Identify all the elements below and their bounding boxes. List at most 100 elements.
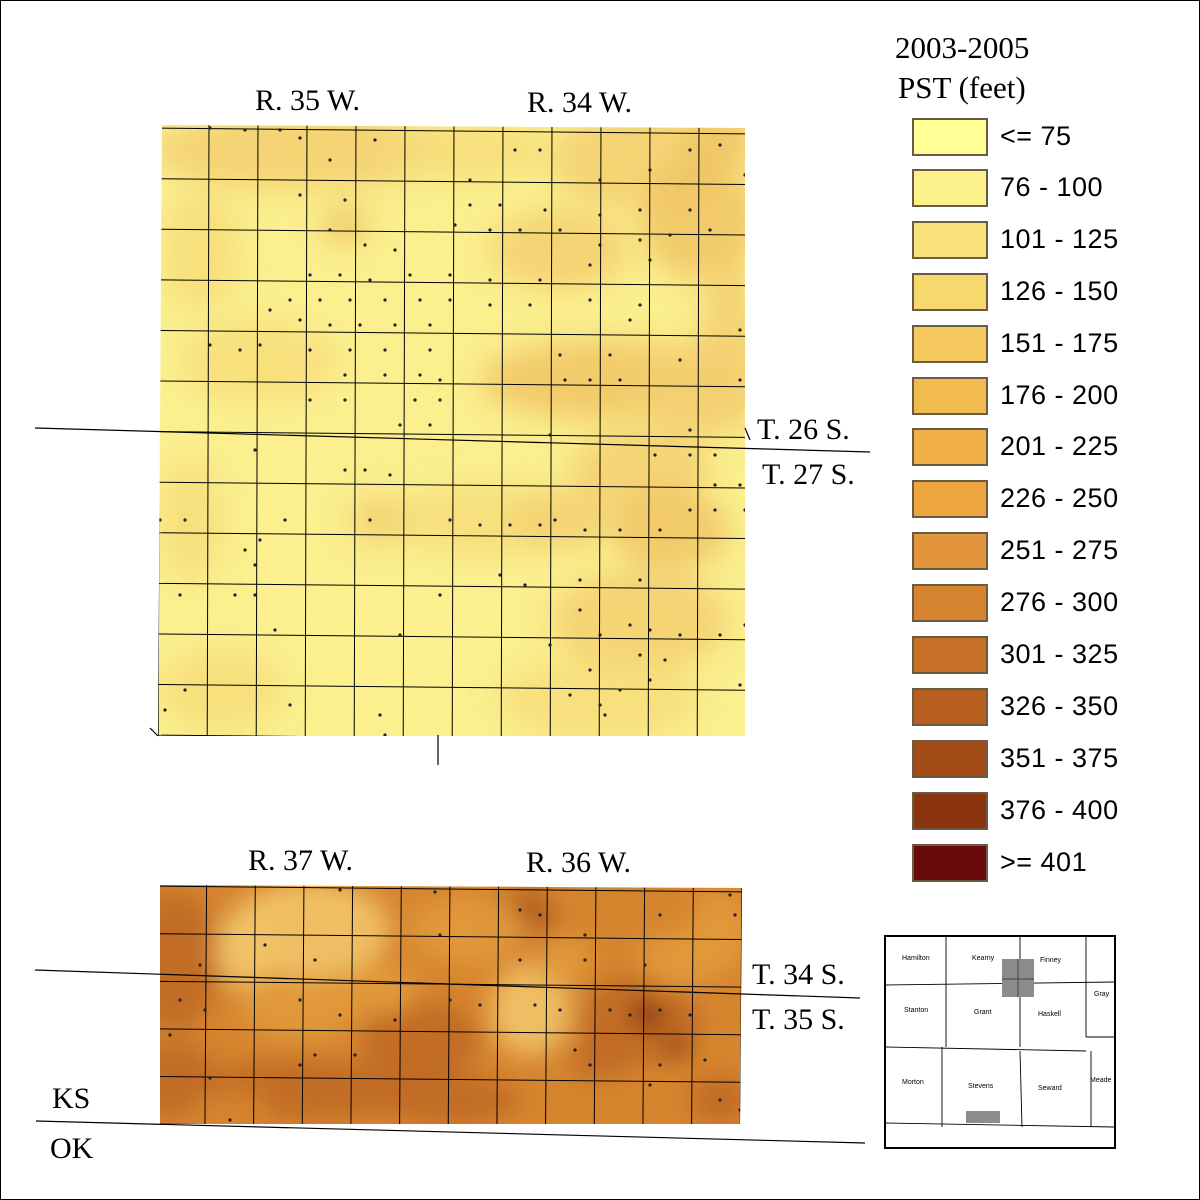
well-point — [413, 398, 417, 402]
contour-patch — [240, 980, 360, 1040]
section-line — [353, 125, 357, 736]
contour-patch — [510, 490, 610, 550]
well-point — [438, 593, 442, 597]
well-point — [743, 173, 745, 177]
well-point — [548, 643, 552, 647]
contour-patch — [700, 260, 745, 420]
well-point — [328, 323, 332, 327]
legend-swatch — [912, 480, 988, 518]
well-point — [598, 633, 602, 637]
well-point — [663, 658, 667, 662]
well-point — [688, 148, 692, 152]
contour-patch — [390, 125, 550, 180]
contour-patch — [360, 1000, 480, 1080]
contour-patch — [160, 650, 280, 730]
contour-patch — [160, 190, 240, 310]
well-point — [703, 1058, 707, 1062]
well-point — [258, 538, 262, 542]
legend-swatch — [912, 688, 988, 726]
boundary-line — [149, 727, 159, 737]
legend-swatch — [912, 844, 988, 882]
well-point — [518, 908, 522, 912]
well-point — [353, 1053, 357, 1057]
well-point — [328, 228, 332, 232]
well-point — [283, 518, 287, 522]
locator-inset-map: Hamilton Kearny Finney Gray Stanton Gran… — [884, 935, 1116, 1149]
well-point — [428, 323, 432, 327]
contour-patch — [350, 495, 410, 545]
legend-title-units: PST (feet) — [898, 70, 1026, 105]
section-line — [350, 885, 354, 1124]
well-point — [638, 653, 642, 657]
legend-label: 351 - 375 — [1000, 743, 1119, 773]
legend-swatch — [912, 636, 988, 674]
well-point — [438, 378, 442, 382]
well-point — [438, 933, 442, 937]
well-point — [238, 348, 242, 352]
well-point — [648, 168, 652, 172]
well-point — [478, 1003, 482, 1007]
well-point — [608, 1008, 612, 1012]
well-point — [433, 890, 437, 894]
section-line — [158, 532, 745, 540]
contour-patch — [640, 930, 720, 990]
boundary-line — [34, 969, 861, 999]
section-line — [593, 885, 597, 1124]
legend-swatch — [912, 532, 988, 570]
well-point — [183, 688, 187, 692]
well-point — [513, 148, 517, 152]
well-point — [738, 683, 742, 687]
section-line — [447, 885, 451, 1124]
section-line — [158, 582, 745, 590]
well-point — [383, 298, 387, 302]
county-label-meade: Meade — [1090, 1077, 1112, 1084]
well-point — [228, 1118, 232, 1122]
county-label-haskell: Haskell — [1038, 1011, 1061, 1018]
well-point — [203, 1008, 207, 1012]
well-point — [298, 136, 302, 140]
legend-label: 126 - 150 — [1000, 276, 1119, 306]
section-line — [160, 885, 742, 893]
contour-patch — [410, 895, 530, 965]
well-point — [393, 323, 397, 327]
legend-swatch — [912, 377, 988, 415]
well-point — [543, 208, 547, 212]
well-point — [688, 208, 692, 212]
well-point — [688, 428, 692, 432]
section-line — [642, 885, 646, 1124]
section-line — [160, 1028, 742, 1036]
well-point — [358, 323, 362, 327]
contour-patch — [190, 1090, 270, 1124]
well-point — [658, 913, 662, 917]
contour-patch — [215, 910, 275, 990]
well-point — [668, 233, 672, 237]
well-point — [163, 708, 167, 712]
well-point — [288, 298, 292, 302]
well-point — [253, 593, 257, 597]
well-point — [398, 423, 402, 427]
well-point — [598, 243, 602, 247]
township-label-t34s: T. 34 S. — [752, 958, 845, 991]
well-point — [688, 453, 692, 457]
section-line — [691, 885, 694, 1124]
legend-swatch — [912, 221, 988, 259]
well-point — [373, 138, 377, 142]
county-label-finney: Finney — [1040, 957, 1062, 964]
well-point — [638, 578, 642, 582]
well-point — [308, 398, 312, 402]
section-line — [158, 683, 745, 691]
well-point — [583, 528, 587, 532]
section-line — [158, 279, 745, 287]
section-line — [160, 1075, 742, 1083]
section-line — [206, 125, 210, 736]
well-point — [378, 713, 382, 717]
section-line — [304, 125, 308, 736]
well-point — [713, 483, 717, 487]
range-label-r37w: R. 37 W. — [248, 844, 354, 877]
legend-swatch — [912, 273, 988, 311]
section-line — [301, 885, 305, 1124]
section-line — [696, 125, 700, 736]
contour-patch — [330, 330, 470, 430]
well-point — [538, 148, 542, 152]
